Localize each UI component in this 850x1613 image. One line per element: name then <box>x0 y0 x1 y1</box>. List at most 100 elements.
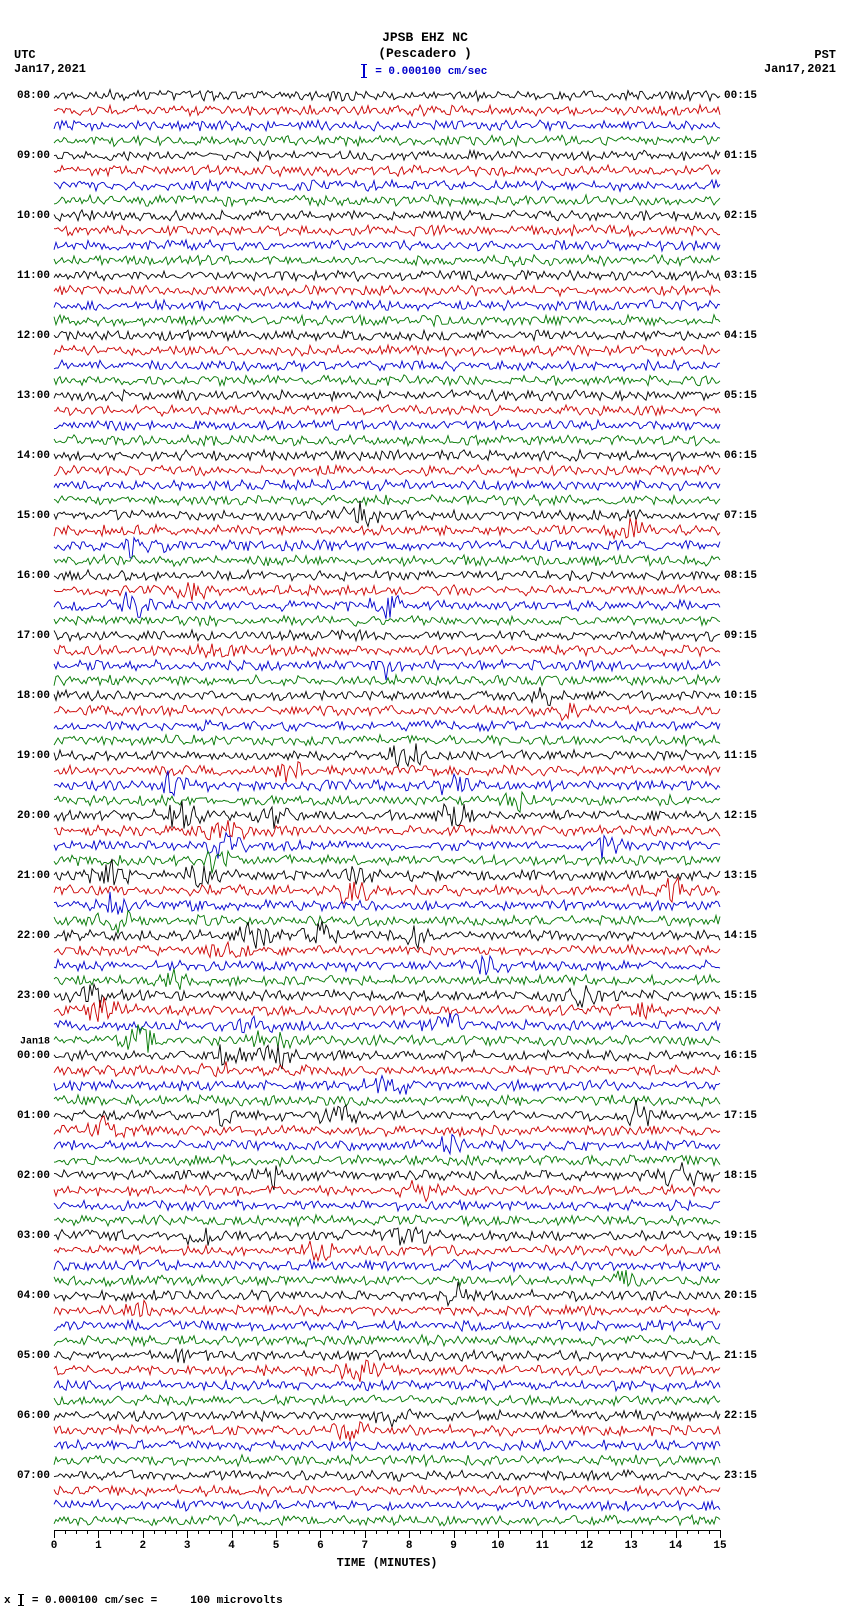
trace-row <box>54 1213 720 1228</box>
pst-hour-label: 07:15 <box>724 510 757 522</box>
trace-row <box>54 1003 720 1018</box>
trace-row <box>54 1333 720 1348</box>
x-tick-minor <box>309 1530 310 1534</box>
trace-row <box>54 118 720 133</box>
x-tick-minor <box>132 1530 133 1534</box>
x-tick-minor <box>598 1530 599 1534</box>
trace-row <box>54 403 720 418</box>
x-tick-label: 10 <box>491 1540 504 1552</box>
trace-row <box>54 868 720 883</box>
trace-row <box>54 178 720 193</box>
utc-hour-label: 10:00 <box>17 210 50 222</box>
trace-row <box>54 628 720 643</box>
station-code: JPSB EHZ NC <box>0 30 850 45</box>
utc-hour-label: 13:00 <box>17 390 50 402</box>
x-tick-minor <box>287 1530 288 1534</box>
trace-row <box>54 778 720 793</box>
x-tick-label: 2 <box>139 1540 146 1552</box>
left-timezone: UTC <box>14 48 36 62</box>
trace-row <box>54 718 720 733</box>
trace-row <box>54 568 720 583</box>
pst-hour-label: 08:15 <box>724 570 757 582</box>
footer-mid: = 0.000100 cm/sec = <box>32 1595 157 1607</box>
trace-row <box>54 223 720 238</box>
trace-row <box>54 853 720 868</box>
x-tick-label: 9 <box>450 1540 457 1552</box>
pst-hour-label: 06:15 <box>724 450 757 462</box>
trace-row <box>54 463 720 478</box>
x-tick-minor <box>65 1530 66 1534</box>
trace-row <box>54 373 720 388</box>
trace-row <box>54 1438 720 1453</box>
x-tick-minor <box>420 1530 421 1534</box>
x-tick-label: 6 <box>317 1540 324 1552</box>
trace-row <box>54 643 720 658</box>
x-tick <box>498 1530 499 1538</box>
x-tick <box>54 1530 55 1538</box>
x-tick-minor <box>354 1530 355 1534</box>
x-tick-minor <box>531 1530 532 1534</box>
trace-row <box>54 448 720 463</box>
trace-row <box>54 688 720 703</box>
x-tick-minor <box>565 1530 566 1534</box>
x-tick-minor <box>176 1530 177 1534</box>
pst-hour-label: 16:15 <box>724 1050 757 1062</box>
trace-row <box>54 1498 720 1513</box>
trace-row <box>54 1408 720 1423</box>
trace-row <box>54 508 720 523</box>
trace-row <box>54 1258 720 1273</box>
trace-row <box>54 1348 720 1363</box>
x-tick-label: 13 <box>625 1540 638 1552</box>
trace-row <box>54 193 720 208</box>
trace-row <box>54 1108 720 1123</box>
trace-row <box>54 1063 720 1078</box>
trace-row <box>54 88 720 103</box>
scale-legend: = 0.000100 cm/sec <box>0 64 850 78</box>
x-tick-minor <box>487 1530 488 1534</box>
x-tick <box>232 1530 233 1538</box>
left-date: Jan17,2021 <box>14 62 86 76</box>
trace-row <box>54 808 720 823</box>
trace-row <box>54 1018 720 1033</box>
trace-row <box>54 883 720 898</box>
trace-row <box>54 658 720 673</box>
trace-row <box>54 1198 720 1213</box>
trace-row <box>54 1423 720 1438</box>
x-tick <box>143 1530 144 1538</box>
utc-hour-label: 15:00 <box>17 510 50 522</box>
x-tick <box>320 1530 321 1538</box>
x-tick-minor <box>698 1530 699 1534</box>
footer-scale-bar-icon <box>20 1594 22 1606</box>
x-tick <box>454 1530 455 1538</box>
trace-row <box>54 1483 720 1498</box>
utc-hour-label: 05:00 <box>17 1350 50 1362</box>
trace-row <box>54 493 720 508</box>
trace-row <box>54 1513 720 1528</box>
x-tick-minor <box>209 1530 210 1534</box>
trace-row <box>54 1288 720 1303</box>
trace-row <box>54 538 720 553</box>
trace-row <box>54 133 720 148</box>
pst-hour-label: 20:15 <box>724 1290 757 1302</box>
trace-row <box>54 1363 720 1378</box>
trace-row <box>54 253 720 268</box>
pst-hour-label: 03:15 <box>724 270 757 282</box>
x-tick-minor <box>620 1530 621 1534</box>
trace-row <box>54 793 720 808</box>
x-tick-minor <box>254 1530 255 1534</box>
x-tick-label: 5 <box>273 1540 280 1552</box>
x-tick-label: 8 <box>406 1540 413 1552</box>
utc-hour-label: 07:00 <box>17 1470 50 1482</box>
utc-hour-label: 02:00 <box>17 1170 50 1182</box>
utc-hour-label: 22:00 <box>17 930 50 942</box>
x-tick <box>542 1530 543 1538</box>
x-tick-minor <box>165 1530 166 1534</box>
trace-row <box>54 1153 720 1168</box>
trace-row <box>54 943 720 958</box>
x-tick-minor <box>665 1530 666 1534</box>
trace-row <box>54 268 720 283</box>
trace-row <box>54 988 720 1003</box>
x-tick-minor <box>265 1530 266 1534</box>
trace-row <box>54 1468 720 1483</box>
x-tick <box>631 1530 632 1538</box>
